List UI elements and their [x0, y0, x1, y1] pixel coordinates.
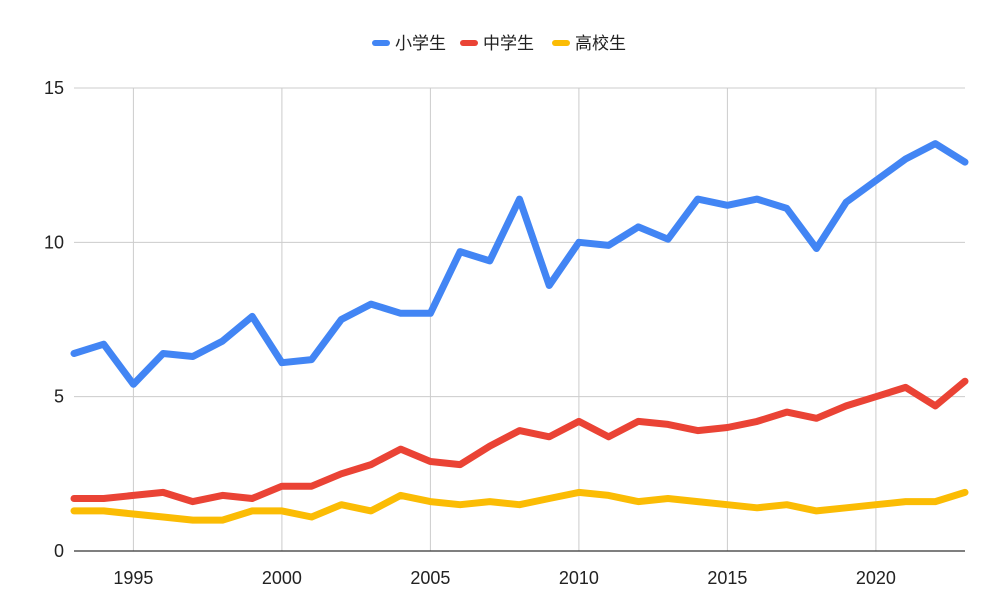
x-tick-label: 2005	[410, 568, 450, 588]
series-layer	[70, 140, 969, 524]
legend-label: 小学生	[395, 34, 446, 54]
x-tick-label: 2000	[262, 568, 302, 588]
series-line-2	[70, 377, 969, 506]
legend: 小学生 中学生 高校生	[372, 34, 626, 54]
x-axis-tick-labels: 1995 2000 2005 2010 2015 2020	[113, 568, 896, 588]
legend-item-3[interactable]: 高校生	[552, 34, 626, 54]
x-tick-label: 2020	[856, 568, 896, 588]
legend-label: 高校生	[575, 34, 626, 54]
series-line-1	[70, 140, 969, 388]
horizontal-gridlines	[74, 87, 965, 552]
y-tick-label: 10	[44, 232, 64, 252]
x-tick-label: 1995	[113, 568, 153, 588]
y-tick-label: 5	[54, 387, 64, 407]
y-axis-tick-labels: 0 5 10 15	[44, 78, 64, 561]
y-tick-label: 15	[44, 78, 64, 98]
legend-item-1[interactable]: 小学生	[372, 34, 446, 54]
x-tick-label: 2010	[559, 568, 599, 588]
y-tick-label: 0	[54, 541, 64, 561]
x-tick-label: 2015	[707, 568, 747, 588]
legend-label: 中学生	[483, 34, 534, 54]
vertical-gridlines	[132, 88, 877, 551]
series-line-3	[70, 488, 969, 524]
legend-item-2[interactable]: 中学生	[460, 34, 534, 54]
